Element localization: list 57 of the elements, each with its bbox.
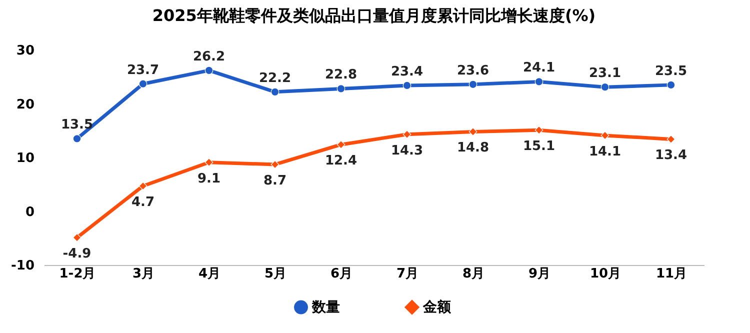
- data-label: 9.1: [197, 171, 221, 186]
- point: [270, 88, 280, 96]
- data-label: 14.8: [456, 140, 490, 156]
- x-tick-label: 7月: [396, 266, 419, 282]
- point: [666, 80, 676, 90]
- chart-title: 2025年靴鞋零件及类似品出口量值月度累计同比增长速度(%): [152, 6, 596, 25]
- x-tick-label: 9月: [528, 266, 551, 282]
- point: [666, 135, 676, 144]
- x-tick-label: 11月: [656, 266, 688, 282]
- y-tick-label: 30: [16, 44, 34, 58]
- data-label: 8.7: [263, 173, 287, 188]
- data-label: 23.1: [588, 66, 622, 82]
- data-label: 23.7: [126, 62, 160, 78]
- y-tick-label: 20: [16, 97, 34, 112]
- point: [600, 82, 610, 92]
- data-label: 4.7: [131, 194, 155, 210]
- y-tick-label: 10: [16, 151, 34, 166]
- point: [204, 66, 214, 75]
- point: [138, 182, 148, 190]
- data-label: 23.6: [456, 63, 490, 78]
- x-tick-label: 4月: [198, 266, 221, 282]
- data-label: 22.2: [258, 70, 292, 86]
- point: [138, 80, 148, 88]
- legend-label: 金额: [422, 298, 452, 316]
- x-tick-label: 3月: [132, 266, 155, 282]
- point: [72, 134, 82, 143]
- data-label: 24.1: [522, 60, 556, 76]
- y-tick-label: -10: [11, 258, 34, 274]
- x-tick-label: 1-2月: [59, 266, 96, 282]
- point: [402, 130, 412, 139]
- legend-label: 数量: [311, 299, 340, 316]
- point: [336, 84, 346, 93]
- data-label: 14.1: [588, 144, 622, 160]
- x-tick-label: 10月: [590, 266, 622, 282]
- data-label: 15.1: [522, 139, 556, 154]
- point: [270, 160, 280, 169]
- data-label: 23.5: [654, 64, 688, 79]
- data-label: 14.3: [390, 143, 424, 158]
- data-label: 13.4: [654, 148, 688, 164]
- point: [336, 140, 346, 149]
- data-label: 12.4: [324, 154, 358, 169]
- data-label: -4.9: [62, 246, 92, 262]
- x-tick-label: 5月: [264, 266, 287, 282]
- x-tick-label: 8月: [462, 266, 485, 282]
- y-tick-label: 0: [25, 204, 34, 220]
- data-label: 23.4: [390, 64, 424, 80]
- point: [468, 128, 478, 136]
- point: [402, 81, 412, 90]
- data-label: 22.8: [324, 68, 358, 83]
- point: [468, 80, 478, 89]
- point: [204, 158, 214, 167]
- x-tick-label: 6月: [330, 266, 353, 282]
- data-label: 13.5: [60, 118, 94, 133]
- point: [72, 233, 82, 242]
- point: [534, 78, 544, 86]
- data-label: 26.2: [192, 49, 226, 64]
- point: [600, 131, 610, 140]
